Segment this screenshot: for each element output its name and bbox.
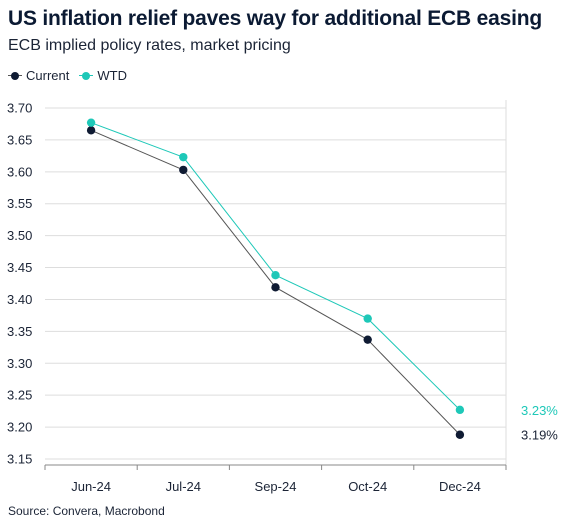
source-note: Source: Convera, Macrobond <box>8 504 165 518</box>
data-point-current <box>86 126 96 135</box>
end-label-wtd: 3.23% <box>521 403 558 418</box>
y-tick-label: 3.60 <box>7 164 32 179</box>
data-point-current <box>363 335 372 344</box>
y-tick-label: 3.30 <box>7 356 32 371</box>
x-tick-label: Jun-24 <box>71 479 111 494</box>
end-label-current: 3.19% <box>521 428 558 443</box>
series-line-wtd <box>90 122 461 411</box>
chart-subtitle: ECB implied policy rates, market pricing <box>8 37 291 54</box>
y-tick-label: 3.20 <box>7 420 32 435</box>
data-point-current <box>179 165 188 175</box>
data-point-wtd <box>455 405 465 415</box>
data-point-wtd <box>363 314 372 323</box>
y-tick-label: 3.55 <box>7 196 32 211</box>
chart-legend: Current WTD <box>8 68 137 83</box>
chart-title: US inflation relief paves way for additi… <box>8 7 542 30</box>
legend-label-current: Current <box>26 68 70 83</box>
y-tick-label: 3.45 <box>7 260 32 275</box>
x-tick-label: Jul-24 <box>166 479 201 494</box>
x-tick-label: Oct-24 <box>348 479 387 494</box>
data-point-wtd <box>179 152 188 162</box>
x-tick-label: Dec-24 <box>439 479 481 494</box>
y-tick-label: 3.25 <box>7 388 32 403</box>
y-tick-label: 3.35 <box>7 324 32 339</box>
data-point-wtd <box>86 118 96 127</box>
y-tick-label: 3.40 <box>7 292 32 307</box>
legend-label-wtd: WTD <box>97 68 127 83</box>
y-tick-label: 3.70 <box>7 101 32 116</box>
y-tick-label: 3.15 <box>7 452 32 467</box>
data-point-wtd <box>271 271 280 280</box>
legend-marker-current <box>8 71 22 81</box>
y-tick-label: 3.65 <box>7 132 32 147</box>
y-tick-label: 3.50 <box>7 228 32 243</box>
legend-item-wtd: WTD <box>79 68 127 83</box>
data-point-current <box>271 283 280 292</box>
data-point-current <box>455 430 465 439</box>
series-line-current <box>90 129 461 436</box>
x-tick-label: Sep-24 <box>255 479 297 494</box>
legend-marker-wtd <box>79 71 94 81</box>
legend-item-current: Current <box>8 68 69 83</box>
